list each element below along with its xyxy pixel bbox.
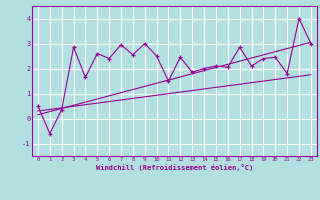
X-axis label: Windchill (Refroidissement éolien,°C): Windchill (Refroidissement éolien,°C) <box>96 164 253 171</box>
